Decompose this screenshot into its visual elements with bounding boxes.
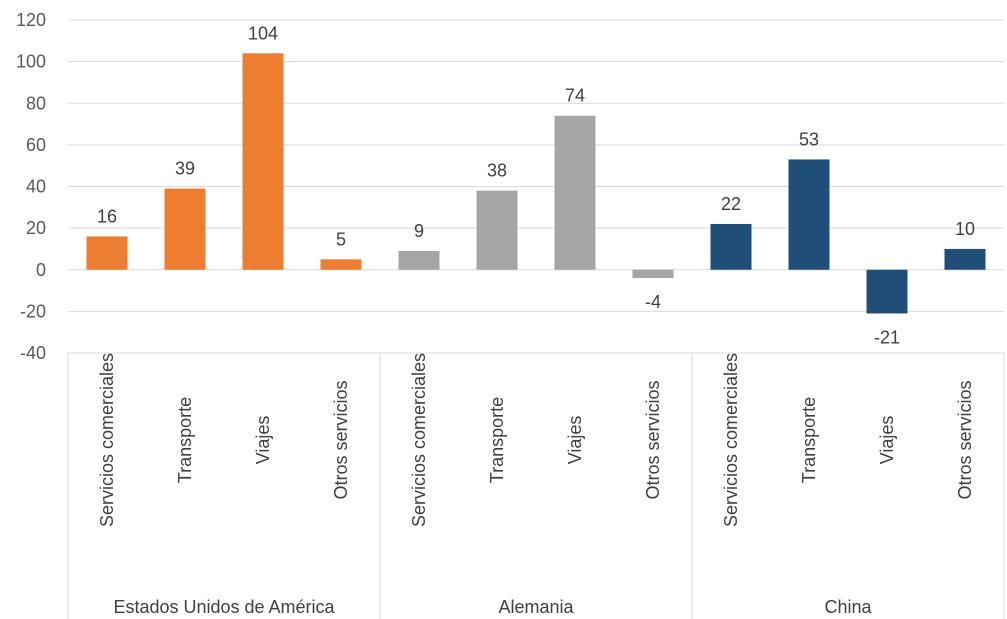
bar (398, 251, 440, 270)
y-tick-label: 100 (16, 52, 46, 72)
bar (242, 53, 284, 270)
y-tick-label: 60 (26, 135, 46, 155)
bar (476, 190, 518, 270)
bar (944, 248, 986, 270)
y-tick-label: -20 (20, 301, 46, 321)
data-label: 9 (414, 221, 424, 241)
y-tick-label: 0 (36, 260, 46, 280)
data-label: -4 (645, 292, 661, 312)
category-label: Servicios comerciales (409, 353, 429, 527)
data-label: 104 (248, 23, 278, 43)
gridlines (68, 19, 1004, 354)
y-tick-label: 120 (16, 10, 46, 30)
category-label: Transporte (799, 397, 819, 483)
bar (554, 115, 596, 270)
data-label: 22 (721, 194, 741, 214)
data-label: -21 (874, 327, 900, 347)
y-tick-label: 20 (26, 218, 46, 238)
category-label: Servicios comerciales (721, 353, 741, 527)
bars (86, 53, 986, 314)
group-label: China (824, 597, 872, 617)
data-labels: 16 39 104 5 9 38 74 -4 22 53 -21 10 (97, 23, 975, 347)
data-label: 39 (175, 159, 195, 179)
category-label: Viajes (877, 416, 897, 465)
category-label: Otros servicios (955, 380, 975, 499)
y-tick-label: -40 (20, 343, 46, 363)
y-axis-ticks: 120 100 80 60 40 20 0 -20 -40 (16, 10, 46, 363)
category-label: Transporte (487, 397, 507, 483)
bar (710, 223, 752, 270)
bar (788, 159, 830, 270)
data-label: 38 (487, 161, 507, 181)
data-label: 53 (799, 129, 819, 149)
category-label: Viajes (253, 416, 273, 465)
bar (866, 269, 908, 314)
bar (320, 259, 362, 270)
bar (86, 236, 128, 270)
bar (632, 269, 674, 279)
data-label: 10 (955, 219, 975, 239)
category-label: Viajes (565, 416, 585, 465)
group-label: Alemania (498, 597, 574, 617)
category-label: Otros servicios (331, 380, 351, 499)
data-label: 5 (336, 229, 346, 249)
category-label: Otros servicios (643, 380, 663, 499)
bar (164, 188, 206, 270)
category-label: Transporte (175, 397, 195, 483)
category-axis: Servicios comerciales Transporte Viajes Otr… (67, 353, 1005, 619)
group-label: Estados Unidos de América (113, 597, 335, 617)
y-tick-label: 80 (26, 93, 46, 113)
data-label: 74 (565, 86, 585, 106)
category-label: Servicios comerciales (97, 353, 117, 527)
data-label: 16 (97, 206, 117, 226)
y-tick-label: 40 (26, 177, 46, 197)
